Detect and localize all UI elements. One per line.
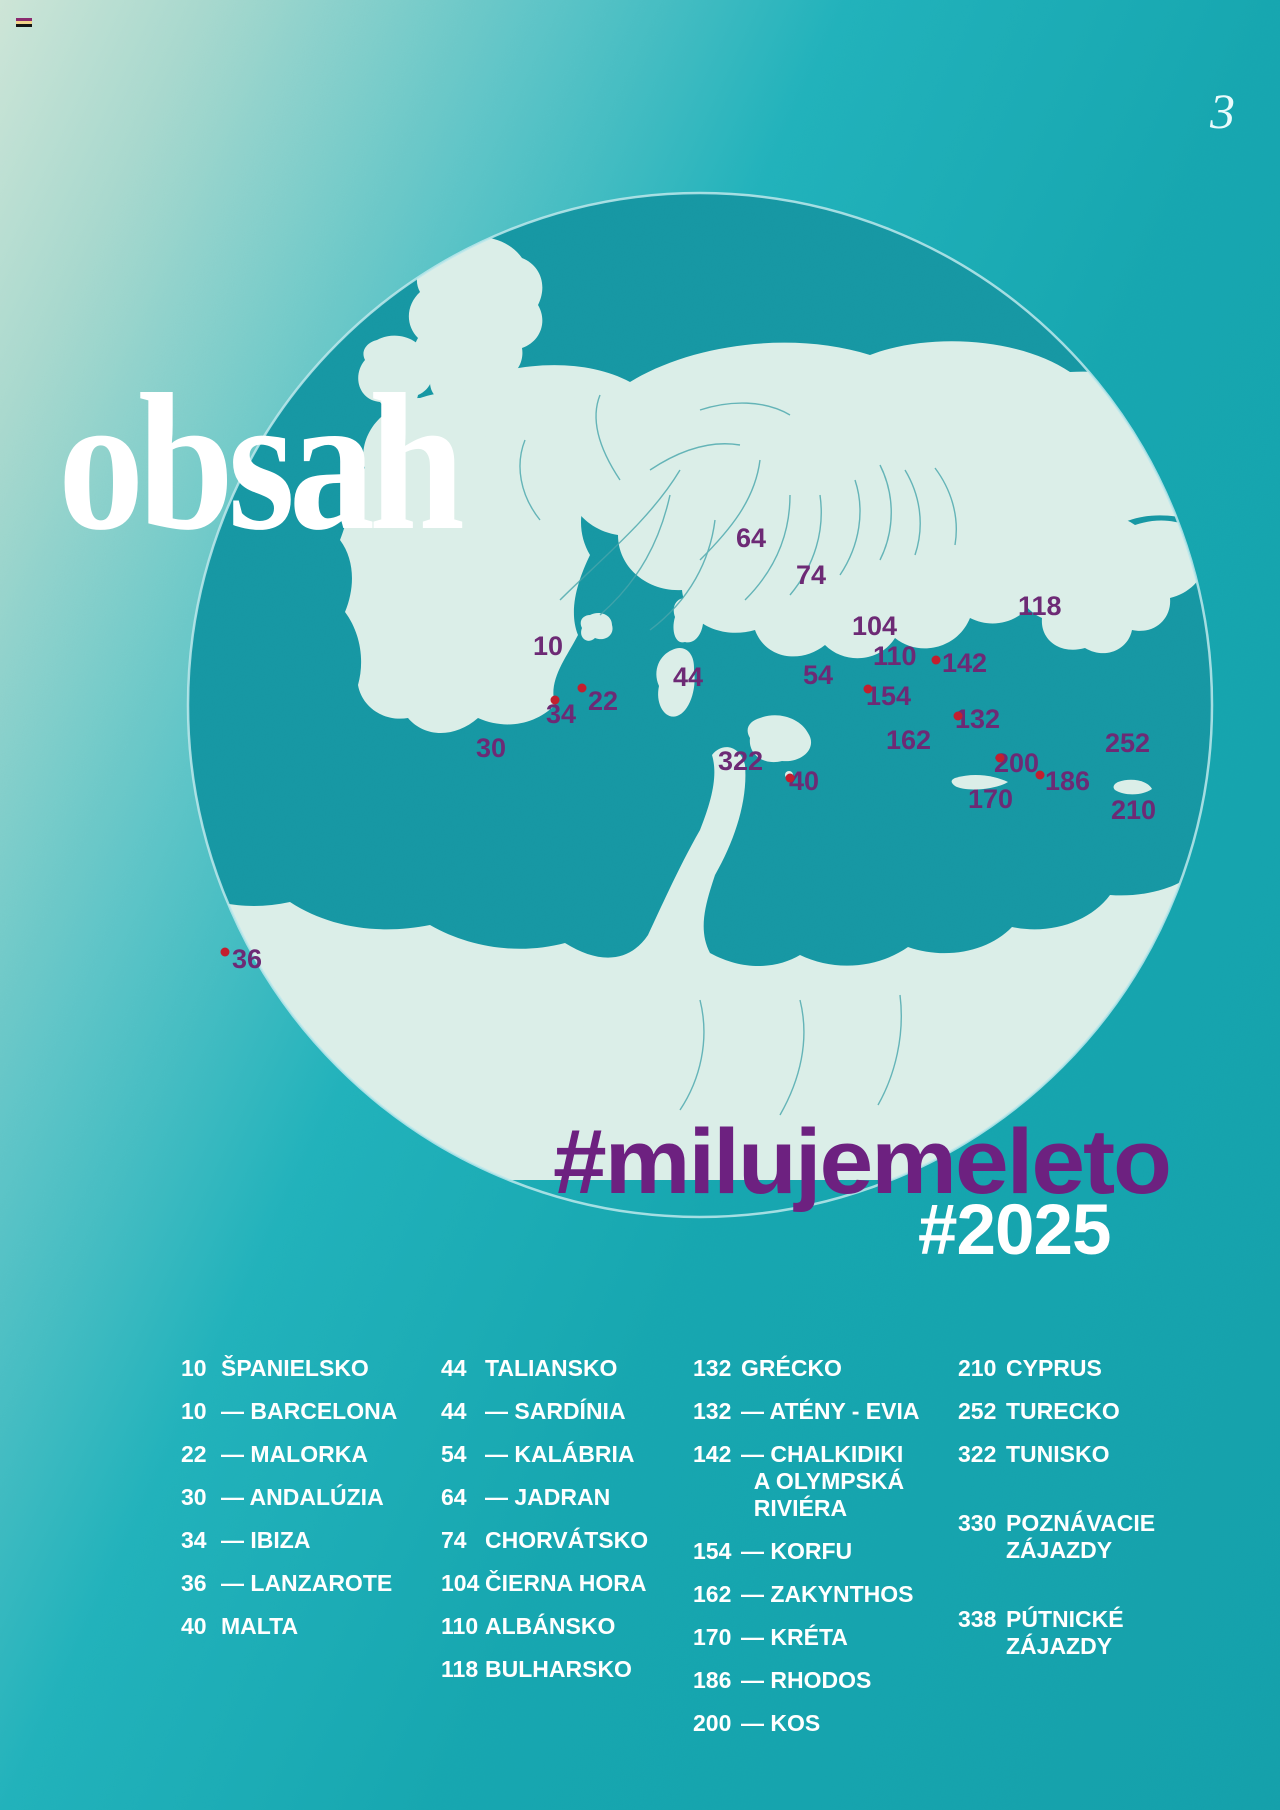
svg-text:54: 54	[803, 660, 833, 690]
svg-text:110: 110	[873, 641, 917, 671]
svg-text:22: 22	[588, 686, 618, 716]
svg-text:40: 40	[789, 766, 819, 796]
svg-text:162: 162	[886, 725, 931, 755]
svg-text:64: 64	[736, 523, 766, 553]
svg-text:200: 200	[994, 748, 1039, 778]
svg-text:74: 74	[796, 560, 826, 590]
svg-text:34: 34	[546, 699, 576, 729]
svg-text:30: 30	[476, 733, 506, 763]
svg-text:154: 154	[866, 681, 911, 711]
svg-text:170: 170	[968, 784, 1013, 814]
svg-text:104: 104	[852, 611, 897, 641]
svg-text:186: 186	[1045, 766, 1090, 796]
svg-text:132: 132	[955, 704, 1000, 734]
svg-text:10: 10	[533, 631, 563, 661]
svg-text:118: 118	[1018, 591, 1062, 621]
svg-text:252: 252	[1105, 728, 1150, 758]
svg-text:44: 44	[673, 662, 703, 692]
svg-text:210: 210	[1111, 795, 1156, 825]
svg-text:36: 36	[232, 944, 262, 974]
svg-text:322: 322	[718, 746, 763, 776]
svg-text:142: 142	[942, 648, 987, 678]
